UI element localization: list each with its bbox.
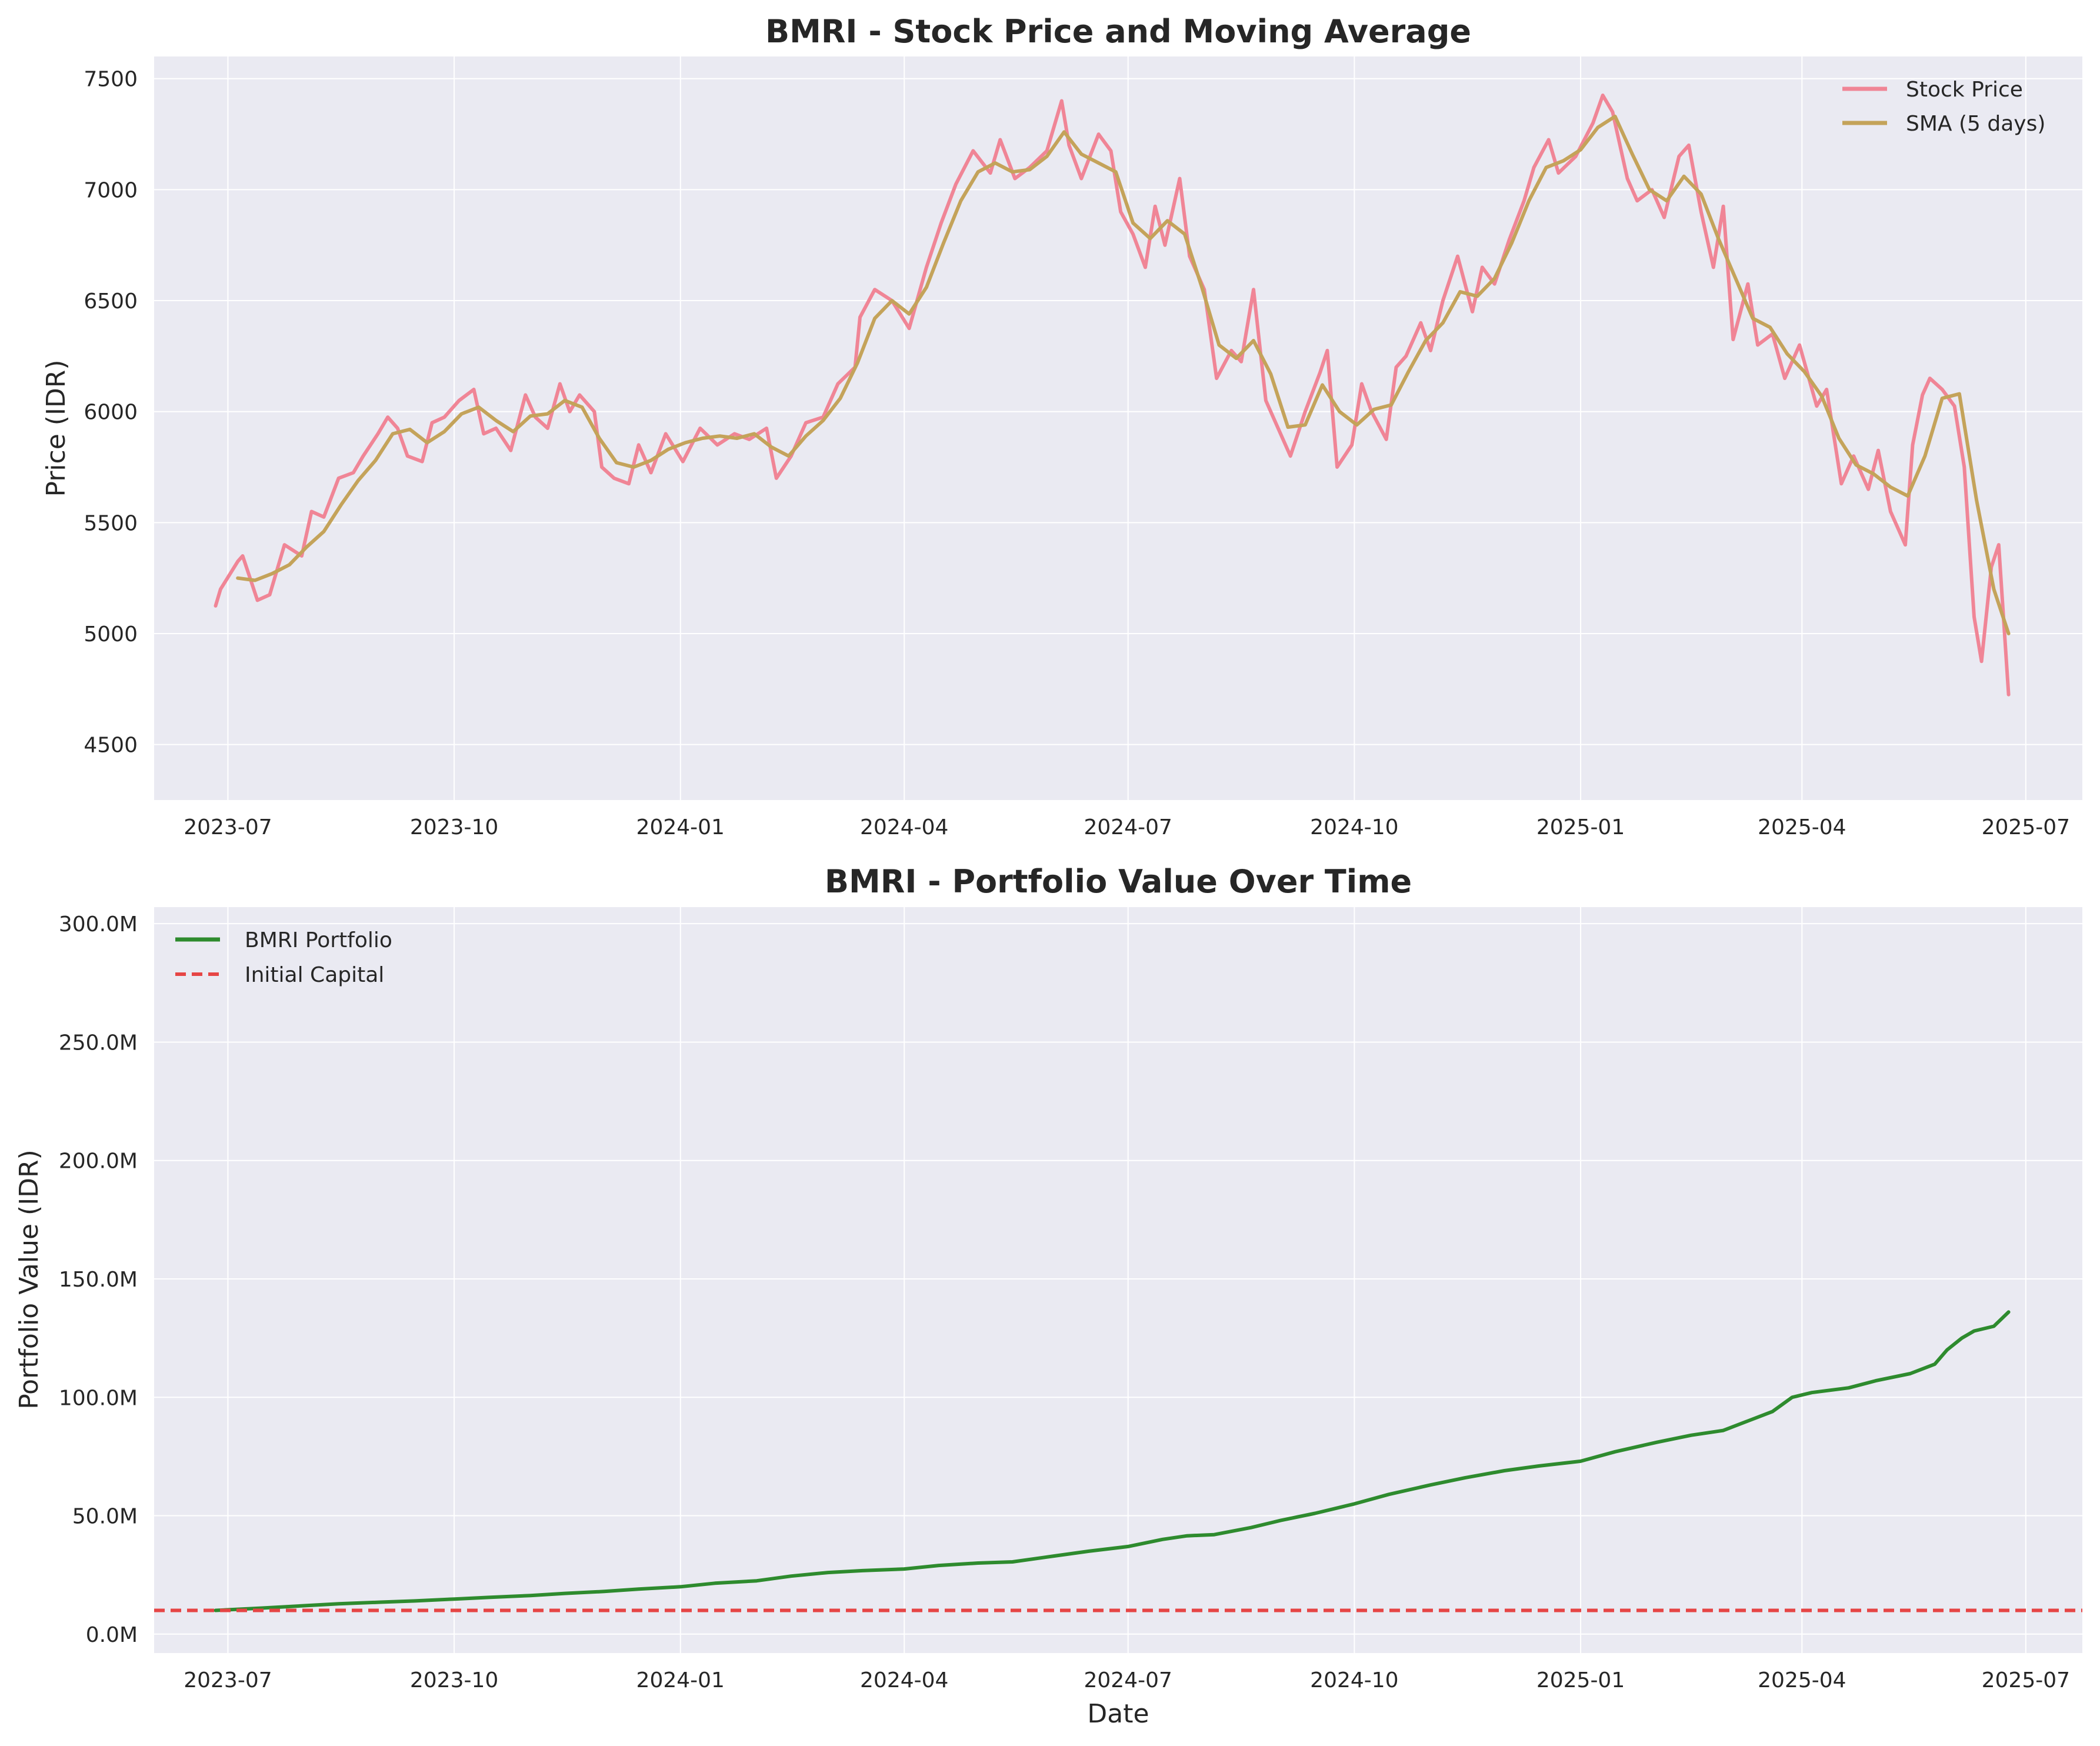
portfolio-y-tick-label: 200.0M [59,1149,138,1174]
price-series [214,94,2011,697]
price-y-tick-label: 7000 [84,178,138,202]
portfolio-x-axis-label: Date [1087,1699,1149,1729]
portfolio-plot-area [154,907,2082,1653]
price-x-tick-label: 2025-04 [1758,815,1846,839]
portfolio-y-tick-label: 300.0M [59,912,138,937]
portfolio-series [154,1310,2082,1612]
price-x-tick-label: 2024-04 [860,815,948,839]
portfolio-x-tick-label: 2024-01 [636,1668,725,1692]
price-y-tick-label: 4500 [84,734,138,758]
price-y-tick-label: 6000 [84,401,138,425]
price-x-tick-label: 2025-07 [1982,815,2070,839]
price-x-tick-label: 2023-07 [184,815,272,839]
price-legend: Stock Price SMA (5 days) [1842,78,2045,136]
price-x-tick-label: 2024-07 [1084,815,1172,839]
legend-label-initial-capital: Initial Capital [245,963,384,987]
portfolio-y-tick-label: 50.0M [72,1505,138,1529]
portfolio-y-tick-label: 0.0M [86,1623,138,1647]
portfolio-y-tick-label: 150.0M [59,1268,138,1292]
portfolio-gridlines [154,907,2082,1653]
portfolio-x-tick-label: 2024-04 [860,1668,948,1692]
portfolio-x-tick-label: 2023-10 [410,1668,498,1692]
price-chart: 2023-07 2023-10 2024-01 2024-04 2024-07 2024-… [41,13,2082,839]
legend-label-portfolio: BMRI Portfolio [245,928,392,952]
portfolio-x-tick-label: 2025-01 [1536,1668,1625,1692]
portfolio-chart-title: BMRI - Portfolio Value Over Time [825,863,1412,900]
portfolio-series-bmri-portfolio [214,1310,2011,1612]
price-plot-area [154,56,2082,800]
portfolio-x-ticks: 2023-07 2023-10 2024-01 2024-04 2024-07 2024-… [184,1668,2070,1692]
portfolio-x-tick-label: 2023-07 [184,1668,272,1692]
portfolio-chart: 2023-07 2023-10 2024-01 2024-04 2024-07 2024-… [14,863,2082,1729]
portfolio-y-ticks: 0.0M 50.0M 100.0M 150.0M 200.0M 250.0M 300.0M [59,912,138,1647]
price-chart-title: BMRI - Stock Price and Moving Average [765,13,1471,50]
price-y-axis-label: Price (IDR) [41,359,71,497]
legend-label-sma: SMA (5 days) [1906,112,2045,136]
portfolio-y-axis-label: Portfolio Value (IDR) [14,1149,44,1410]
legend-label-stock-price: Stock Price [1906,78,2023,102]
portfolio-x-tick-label: 2024-10 [1310,1668,1398,1692]
price-x-tick-label: 2023-10 [410,815,498,839]
price-x-tick-label: 2024-10 [1310,815,1398,839]
portfolio-x-tick-label: 2025-07 [1982,1668,2070,1692]
price-y-tick-label: 6500 [84,289,138,314]
price-y-ticks: 4500 5000 5500 6000 6500 7000 7500 [84,68,138,758]
portfolio-legend: BMRI Portfolio Initial Capital [175,928,392,987]
price-y-tick-label: 5000 [84,622,138,647]
price-x-tick-label: 2024-01 [636,815,725,839]
price-x-ticks: 2023-07 2023-10 2024-01 2024-04 2024-07 2024-… [184,815,2070,839]
portfolio-y-tick-label: 100.0M [59,1386,138,1410]
price-y-tick-label: 5500 [84,511,138,535]
portfolio-y-tick-label: 250.0M [59,1031,138,1055]
price-series-sma-5-days [236,114,2011,635]
portfolio-x-tick-label: 2025-04 [1758,1668,1846,1692]
price-y-tick-label: 7500 [84,68,138,92]
price-x-tick-label: 2025-01 [1536,815,1625,839]
portfolio-x-tick-label: 2024-07 [1084,1668,1172,1692]
